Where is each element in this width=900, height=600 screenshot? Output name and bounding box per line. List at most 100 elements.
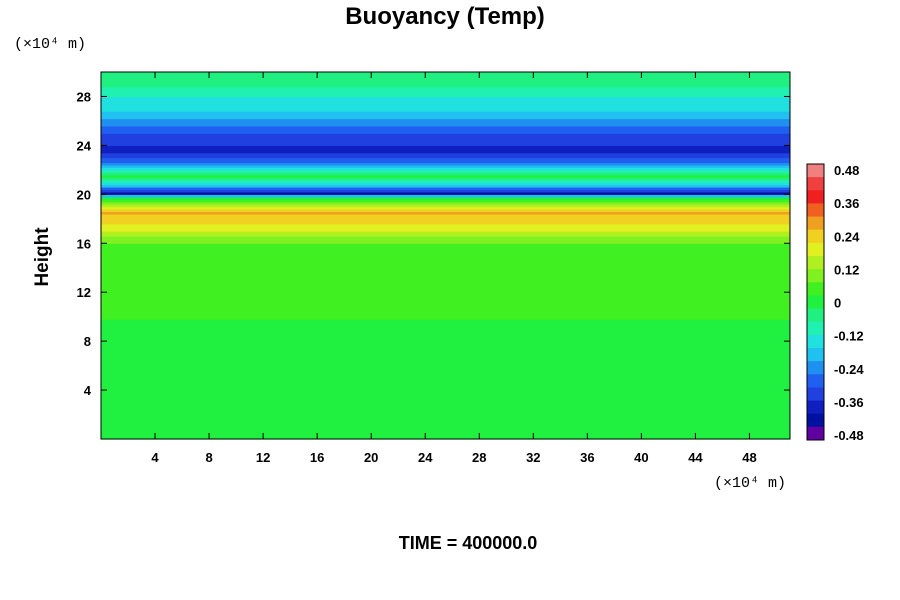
- heatmap-band: [101, 250, 790, 254]
- heatmap-band: [101, 145, 790, 149]
- x-tick-label: 8: [205, 450, 212, 465]
- colorbar-swatch: [807, 321, 824, 336]
- heatmap-band: [101, 179, 790, 183]
- x-tick-label: 4: [151, 450, 159, 465]
- heatmap-band: [101, 434, 790, 438]
- heatmap-band: [101, 380, 790, 384]
- heatmap-band: [101, 128, 790, 132]
- heatmap-band: [101, 270, 790, 274]
- heatmap-band: [101, 341, 790, 345]
- heatmap-band: [101, 172, 790, 176]
- heatmap-band: [101, 299, 790, 303]
- heatmap-band: [101, 343, 790, 347]
- heatmap-band: [101, 189, 790, 193]
- colorbar-swatch: [807, 361, 824, 375]
- colorbar-swatch: [807, 334, 824, 349]
- chart-title: Buoyancy (Temp): [345, 3, 545, 30]
- heatmap-band: [101, 223, 790, 227]
- heatmap-band: [101, 199, 790, 203]
- heatmap-band: [101, 412, 790, 416]
- heatmap-band: [101, 397, 790, 401]
- x-unit-label: (×10⁴ m): [714, 475, 786, 492]
- plot-frame: [100, 71, 791, 440]
- x-tick-label: 48: [742, 450, 756, 465]
- colorbar-swatch: [807, 348, 824, 362]
- heatmap-band: [101, 169, 790, 173]
- heatmap-band: [101, 191, 790, 195]
- heatmap-band: [101, 125, 790, 129]
- heatmap-band: [101, 321, 790, 325]
- y-tick-label: 28: [77, 89, 91, 104]
- colorbar-swatch: [807, 177, 824, 191]
- heatmap-band: [101, 326, 790, 330]
- heatmap-band: [101, 204, 790, 208]
- heatmap-band: [101, 138, 790, 142]
- heatmap-band: [101, 231, 790, 235]
- heatmap-band: [101, 328, 790, 332]
- heatmap-band: [101, 177, 790, 181]
- heatmap-band: [101, 292, 790, 296]
- heatmap-band: [101, 314, 790, 318]
- heatmap-band: [101, 284, 790, 288]
- y-axis-label: Height: [32, 227, 53, 287]
- heatmap-band: [101, 287, 790, 291]
- plot-area: [101, 72, 790, 440]
- y-axis: 4 8 12 16 20 24 28: [77, 89, 790, 398]
- heatmap-band: [101, 218, 790, 222]
- heatmap-band: [101, 79, 790, 83]
- heatmap-band: [101, 201, 790, 205]
- heatmap-band: [101, 346, 790, 350]
- heatmap-band: [101, 355, 790, 359]
- heatmap-band: [101, 348, 790, 352]
- heatmap-band: [101, 311, 790, 315]
- heatmap-band: [101, 407, 790, 411]
- heatmap-band: [101, 360, 790, 364]
- colorbar-swatch: [807, 387, 824, 401]
- colorbar-swatch: [807, 242, 824, 257]
- heatmap-band: [101, 240, 790, 244]
- x-tick-label: 40: [634, 450, 648, 465]
- heatmap-band: [101, 370, 790, 374]
- heatmap-band: [101, 390, 790, 394]
- heatmap-band: [101, 243, 790, 247]
- heatmap-band: [101, 101, 790, 105]
- heatmap-band: [101, 358, 790, 362]
- colorbar-label: -0.36: [834, 395, 864, 410]
- heatmap-band: [101, 377, 790, 381]
- heatmap-band: [101, 209, 790, 213]
- heatmap-band: [101, 120, 790, 124]
- heatmap-band: [101, 216, 790, 220]
- heatmap-band: [101, 155, 790, 159]
- heatmap-band: [101, 94, 790, 98]
- heatmap-band: [101, 265, 790, 269]
- heatmap-band: [101, 372, 790, 376]
- heatmap-band: [101, 319, 790, 323]
- colorbar-swatch: [807, 400, 824, 415]
- heatmap-band: [101, 382, 790, 386]
- heatmap-band: [101, 253, 790, 257]
- heatmap-band: [101, 245, 790, 249]
- heatmap-band: [101, 133, 790, 137]
- heatmap-band: [101, 86, 790, 90]
- heatmap-band: [101, 350, 790, 354]
- heatmap-band: [101, 157, 790, 161]
- time-footer: TIME = 400000.0: [399, 533, 538, 553]
- heatmap-band: [101, 103, 790, 107]
- heatmap-band: [101, 297, 790, 301]
- heatmap-band: [101, 431, 790, 435]
- heatmap-band: [101, 421, 790, 425]
- heatmap-band: [101, 98, 790, 102]
- colorbar-swatch: [807, 190, 824, 204]
- colorbar-swatch: [807, 269, 824, 283]
- heatmap-band: [101, 365, 790, 369]
- heatmap-band: [101, 123, 790, 127]
- heatmap-band: [101, 255, 790, 259]
- heatmap-band: [101, 118, 790, 122]
- heatmap-band: [101, 89, 790, 93]
- heatmap-band: [101, 289, 790, 293]
- heatmap-band: [101, 72, 790, 76]
- heatmap-band: [101, 150, 790, 154]
- heatmap-band: [101, 375, 790, 379]
- heatmap-band: [101, 306, 790, 310]
- heatmap-band: [101, 130, 790, 134]
